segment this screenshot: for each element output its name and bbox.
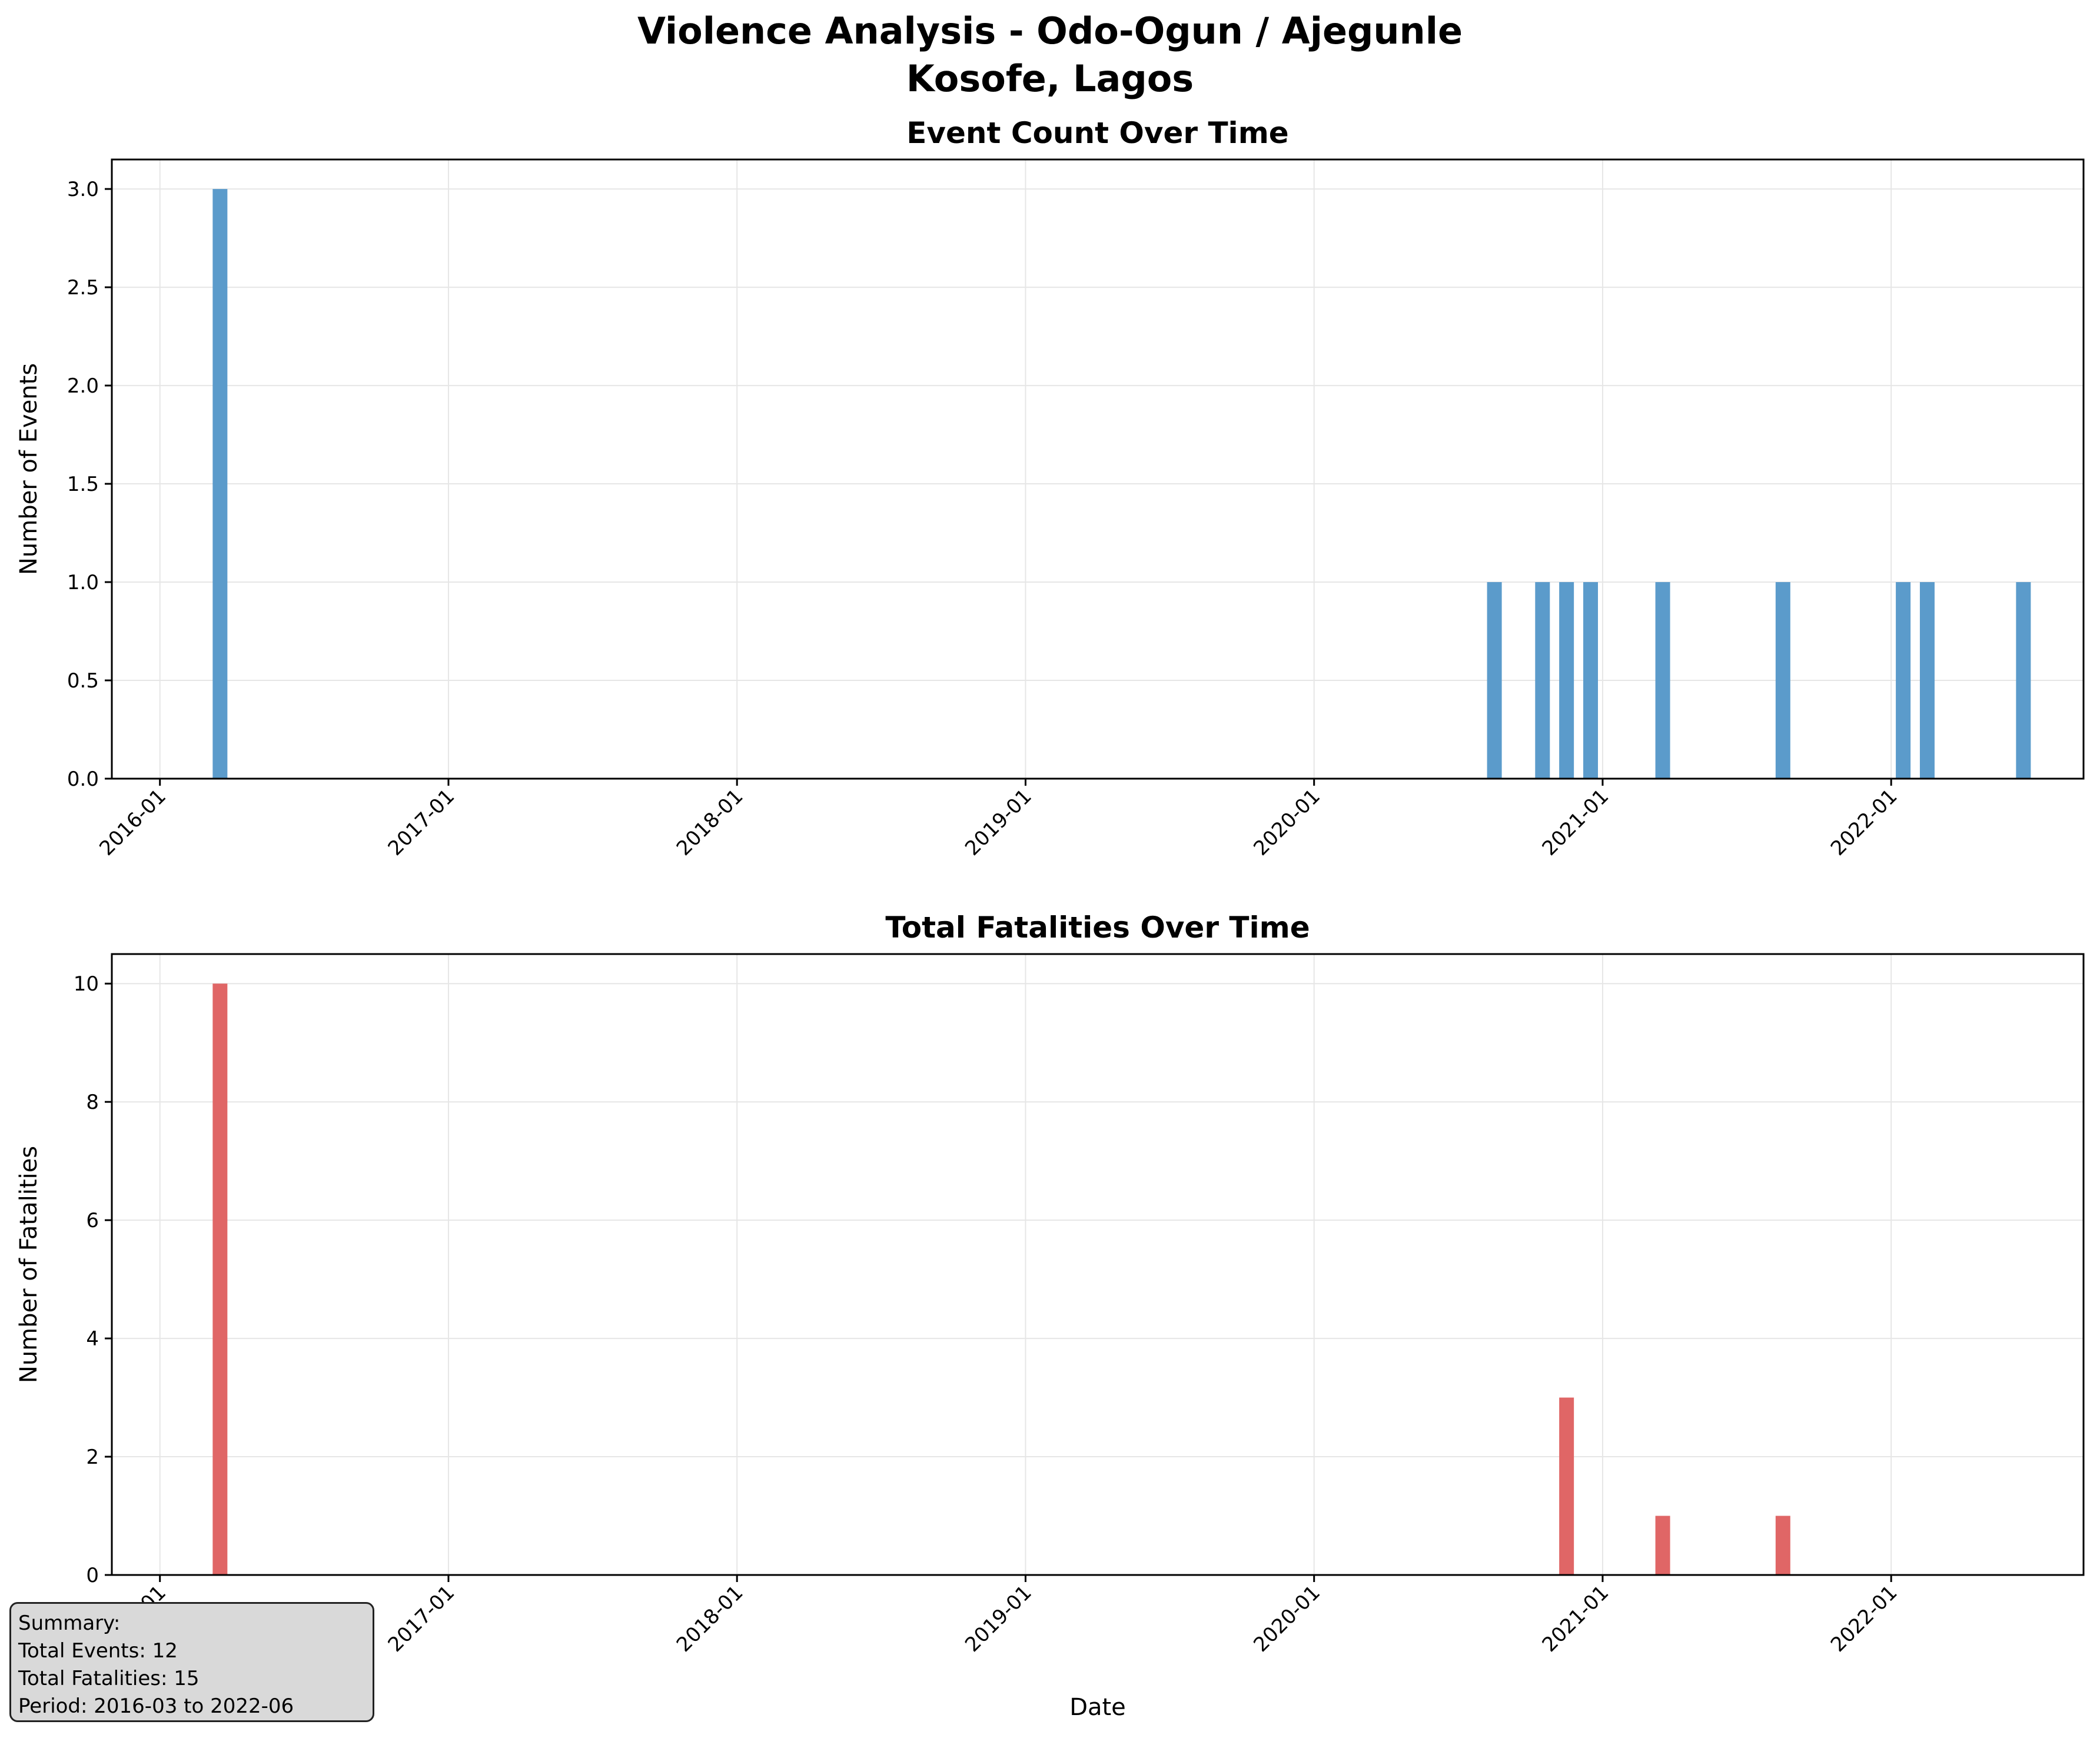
event-count-xtick-label: 2018-01: [672, 785, 748, 860]
fatalities-xtick-label: 2019-01: [961, 1581, 1036, 1657]
event-count-xtick-label: 2019-01: [961, 785, 1036, 860]
event-count-title: Event Count Over Time: [906, 116, 1288, 150]
event-count-xtick-label: 2017-01: [384, 785, 460, 860]
event-count-ytick-label: 3.0: [67, 178, 99, 201]
summary-heading: Summary:: [18, 1611, 121, 1635]
event-count-xtick-label: 2022-01: [1826, 785, 1902, 860]
event-count-ytick-label: 1.5: [67, 473, 99, 496]
event-count-bar: [1896, 582, 1911, 779]
fatalities-xtick-label: 2022-01: [1826, 1581, 1902, 1657]
event-count-bar: [2016, 582, 2031, 779]
event-count-xtick-label: 2021-01: [1538, 785, 1614, 860]
fatalities-ylabel: Number of Fatalities: [15, 1146, 42, 1383]
event-count-bar: [1775, 582, 1790, 779]
event-count-bar: [1583, 582, 1598, 779]
fatalities-ytick-label: 0: [86, 1564, 99, 1587]
event-count-chart: 0.0 0.5 1.0 1.5 2.0 2.5 3.0 2016-01 2017-01 2018-…: [15, 116, 2085, 860]
fatalities-axes-frame: [111, 953, 2085, 1576]
fatalities-xtick-label: 2021-01: [1538, 1581, 1614, 1657]
fatalities-bar: [1775, 1516, 1790, 1575]
fatalities-xtick-label: 2018-01: [672, 1581, 748, 1657]
event-count-bar: [1559, 582, 1574, 779]
fatalities-bar: [1559, 1397, 1574, 1575]
fatalities-ytick-label: 8: [86, 1091, 99, 1114]
event-count-xtick-label: 2016-01: [95, 785, 171, 860]
event-count-axes-frame: [111, 158, 2085, 780]
fatalities-bar: [1655, 1516, 1670, 1575]
figure-title-line-1: Violence Analysis - Odo-Ogun / Ajegunle: [637, 9, 1463, 52]
summary-total-events: Total Events: 12: [18, 1639, 178, 1663]
fatalities-xlabel: Date: [1069, 1694, 1126, 1721]
fatalities-xtick-label: 2017-01: [384, 1581, 460, 1657]
summary-total-fatalities: Total Fatalities: 15: [18, 1667, 200, 1690]
event-count-ytick-label: 2.5: [67, 276, 99, 300]
event-count-ylabel: Number of Events: [15, 363, 42, 575]
event-count-bar: [1535, 582, 1550, 779]
event-count-ytick-label: 0.0: [67, 767, 99, 791]
fatalities-ytick-label: 4: [86, 1327, 99, 1351]
fatalities-xtick-label: 2020-01: [1249, 1581, 1325, 1657]
fatalities-ytick-label: 2: [86, 1445, 99, 1469]
fatalities-bar: [212, 983, 228, 1575]
event-count-bar: [1655, 582, 1670, 779]
fatalities-ytick-label: 10: [74, 972, 99, 996]
summary-period: Period: 2016-03 to 2022-06: [18, 1694, 294, 1718]
event-count-ytick-label: 2.0: [67, 374, 99, 398]
event-count-bar: [212, 189, 228, 779]
event-count-bar: [1487, 582, 1502, 779]
fatalities-title: Total Fatalities Over Time: [885, 910, 1310, 945]
event-count-ytick-label: 1.0: [67, 571, 99, 594]
event-count-xtick-label: 2020-01: [1249, 785, 1325, 860]
fatalities-chart: 02468102016-012017-012018-012019-012020-…: [15, 910, 2085, 1721]
event-count-ytick-label: 0.5: [67, 669, 99, 693]
figure-title-line-2: Kosofe, Lagos: [906, 57, 1194, 100]
summary-box: Summary: Total Events: 12 Total Fataliti…: [9, 1602, 374, 1722]
event-count-bar: [1919, 582, 1935, 779]
fatalities-ytick-label: 6: [86, 1209, 99, 1232]
